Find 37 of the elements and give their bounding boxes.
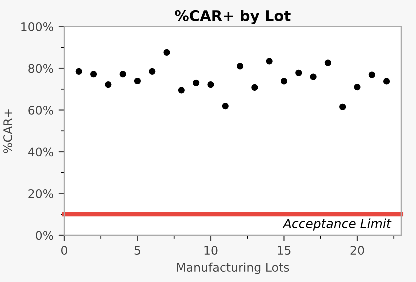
y-tick-label: 40%	[28, 148, 54, 157]
point	[76, 68, 82, 75]
point	[178, 87, 185, 94]
point	[149, 68, 156, 75]
y-tick-label: 100%	[22, 22, 54, 32]
ref-line-label: Acceptance Limit	[282, 218, 392, 231]
point	[266, 58, 273, 65]
x-axis-title: Manufacturing Lots	[177, 262, 290, 274]
point	[354, 84, 361, 91]
x-tick-label: 20	[350, 246, 364, 256]
point	[193, 80, 200, 86]
point	[208, 82, 214, 88]
y-axis-title: %CAR+	[4, 110, 12, 154]
point	[368, 72, 376, 78]
point	[280, 78, 288, 85]
x-tick-label: 0	[62, 246, 68, 256]
x-tick-label: 10	[204, 246, 218, 256]
point	[90, 71, 98, 78]
point	[134, 78, 142, 85]
point	[105, 82, 112, 88]
point	[310, 74, 317, 80]
point	[340, 104, 346, 110]
x-tick-label: 5	[134, 246, 140, 256]
point	[222, 103, 229, 110]
y-tick-label: 0%	[36, 231, 54, 240]
x-tick-label: 15	[278, 246, 291, 256]
point	[236, 63, 244, 70]
point	[120, 71, 126, 78]
point	[383, 78, 390, 85]
point	[252, 84, 258, 92]
point	[296, 70, 302, 76]
chart-title: %CAR+ by Lot	[175, 10, 291, 24]
point	[324, 60, 332, 66]
y-tick-label: 80%	[28, 64, 54, 74]
point	[164, 49, 170, 56]
y-tick-label: 20%	[28, 189, 54, 198]
y-tick-label: 60%	[28, 106, 54, 115]
